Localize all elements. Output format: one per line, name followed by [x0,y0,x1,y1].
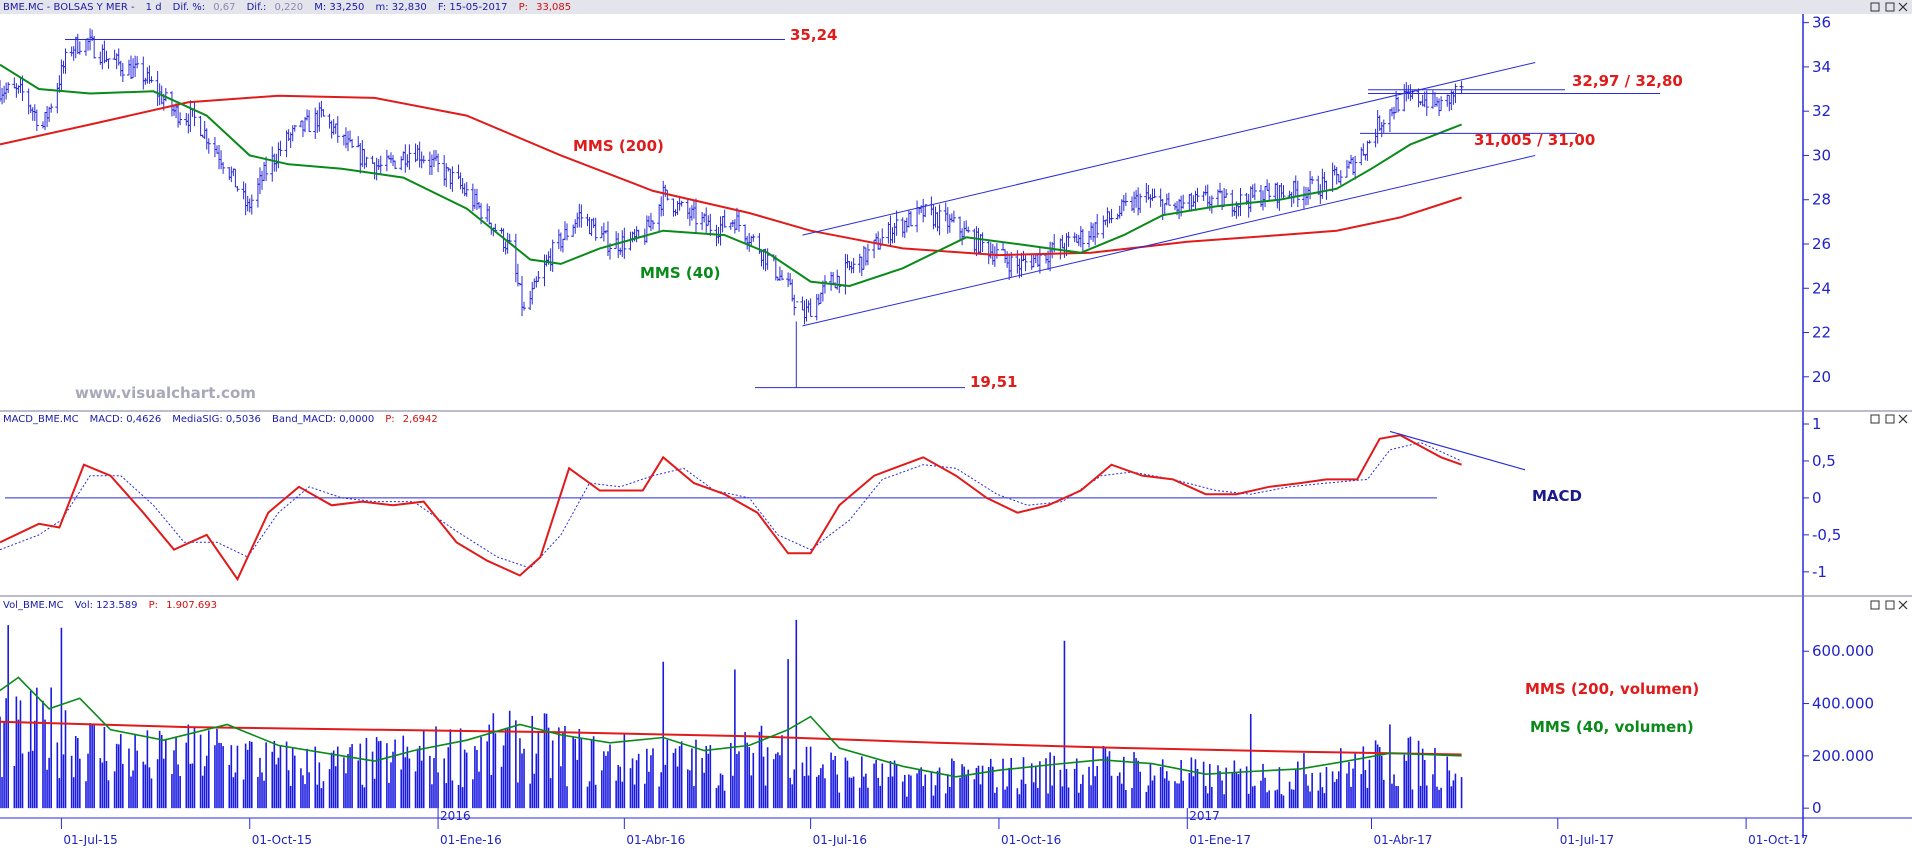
vol-mms200-label: MMS (200, volumen) [1525,680,1699,698]
channel-lower-line [802,154,1536,327]
x-tick-label: 01-Abr-17 [1374,833,1433,846]
max-value: M: 33,250 [314,2,364,13]
watermark: www.visualchart.com [75,384,256,402]
support-label: 31,005 / 31,00 [1474,131,1595,149]
high-label: 35,24 [790,26,837,44]
mms200-label: MMS (200) [573,137,664,155]
macd-header-name: MACD_BME.MC [3,414,79,425]
close-icon[interactable] [1898,600,1908,610]
macd-trendline [1389,430,1526,471]
dif-pct-value: 0,67 [213,2,235,13]
y-tick-label: 1 [1812,415,1822,433]
macd-panel-controls[interactable] [1870,414,1908,424]
minimize-icon[interactable] [1870,414,1880,424]
x-tick-label: 01-Jul-17 [1560,833,1614,846]
dif-value: 0,220 [275,2,304,13]
y-tick-label: 36 [1812,14,1831,32]
x-tick-label: 01-Jul-16 [813,833,867,846]
y-tick-label: 20 [1812,368,1831,386]
y-tick-label: 30 [1812,146,1831,164]
volume-bars [0,619,1463,809]
price-value: 33,085 [536,2,571,13]
dif-label: Dif.: [247,2,267,13]
volume-header-price: 1.907.693 [166,600,217,611]
maximize-icon[interactable] [1885,2,1895,12]
y-tick-label: -1 [1812,563,1827,581]
year-label: 2017 [1189,809,1220,823]
price-header: BME.MC - BOLSAS Y MER - 1 d Dif. %: 0,67… [3,0,571,14]
y-tick-label: 24 [1812,279,1831,297]
resistance-label: 32,97 / 32,80 [1572,72,1683,90]
y-tick-label: 22 [1812,324,1831,342]
y-tick-label: -0,5 [1812,526,1841,544]
year-label: 2016 [440,809,471,823]
low-label: 19,51 [970,373,1017,391]
minimize-icon[interactable] [1870,2,1880,12]
macd-signal-line [0,441,1462,569]
maximize-icon[interactable] [1885,414,1895,424]
x-tick-label: 01-Ene-17 [1189,833,1251,846]
maximize-icon[interactable] [1885,600,1895,610]
mms200-line [0,94,1462,257]
price-label: P: [519,2,528,13]
y-tick-label: 0 [1812,489,1822,507]
close-icon[interactable] [1898,2,1908,12]
close-icon[interactable] [1898,414,1908,424]
y-tick-label: 0,5 [1812,452,1836,470]
date-value: F: 15-05-2017 [438,2,508,13]
price-bars [0,28,1464,388]
mms40-label: MMS (40) [640,264,720,282]
price-header-bar [0,0,1912,14]
vol-mms200-line [0,720,1462,756]
y-tick-label: 200.000 [1812,747,1874,765]
macd-header-band: Band_MACD: 0,0000 [272,414,374,425]
y-tick-label: 600.000 [1812,642,1874,660]
x-tick-label: 01-Ene-16 [440,833,502,846]
symbol-label: BME.MC - BOLSAS Y MER - [3,2,135,13]
y-tick-label: 34 [1812,58,1831,76]
y-tick-label: 26 [1812,235,1831,253]
macd-header-signal: MediaSIG: 0,5036 [172,414,261,425]
x-tick-label: 01-Oct-16 [1001,833,1061,846]
macd-header: MACD_BME.MC MACD: 0,4626 MediaSIG: 0,503… [3,407,438,426]
vol-mms40-line [0,676,1462,778]
minimize-icon[interactable] [1870,600,1880,610]
vol-mms40-label: MMS (40, volumen) [1530,718,1694,736]
x-tick-label: 01-Oct-17 [1748,833,1808,846]
macd-line [0,434,1462,582]
macd-header-price-label: P: [385,414,394,425]
x-tick-label: 01-Oct-15 [252,833,312,846]
volume-panel-controls[interactable] [1870,600,1908,610]
volume-header-price-label: P: [149,600,158,611]
period-label: 1 d [146,2,162,13]
min-value: m: 32,830 [376,2,427,13]
x-tick-label: 01-Jul-15 [63,833,117,846]
macd-title: MACD [1532,487,1582,505]
y-tick-label: 400.000 [1812,695,1874,713]
y-tick-label: 32 [1812,102,1831,120]
price-panel-controls[interactable] [1870,2,1908,12]
dif-pct-label: Dif. %: [173,2,206,13]
chart-layer: 36 34 32 30 28 26 24 22 20 1 0,5 0 -0,5 -1 600.000 400.… [0,14,1874,847]
macd-header-price: 2,6942 [403,414,438,425]
volume-header-vol: Vol: 123.589 [75,600,138,611]
volume-header-name: Vol_BME.MC [3,600,64,611]
x-tick-label: 01-Abr-16 [626,833,685,846]
mms40-line [0,63,1462,288]
channel-upper-line [802,61,1536,236]
y-tick-label: 28 [1812,191,1831,209]
volume-header: Vol_BME.MC Vol: 123.589 P: 1.907.693 [3,593,217,612]
y-tick-label: 0 [1812,799,1822,817]
macd-header-macd: MACD: 0,4626 [90,414,162,425]
